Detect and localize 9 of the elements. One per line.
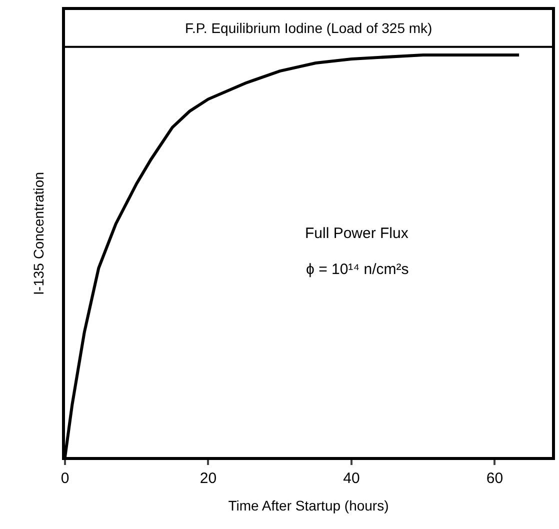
x-axis-title: Time After Startup (hours)	[228, 497, 389, 514]
y-axis-title: I-135 Concentration	[30, 172, 47, 295]
x-tick-label: 60	[486, 470, 504, 487]
annotation: ϕ = 10¹⁴ n/cm²s	[306, 261, 409, 278]
x-tick-label: 20	[200, 470, 217, 487]
x-tick-label: 40	[343, 470, 360, 487]
ref-line-label: F.P. Equilibrium Iodine (Load of 325 mk)	[185, 20, 432, 36]
x-tick-label: 0	[60, 470, 70, 487]
annotation: Full Power Flux	[305, 225, 409, 242]
